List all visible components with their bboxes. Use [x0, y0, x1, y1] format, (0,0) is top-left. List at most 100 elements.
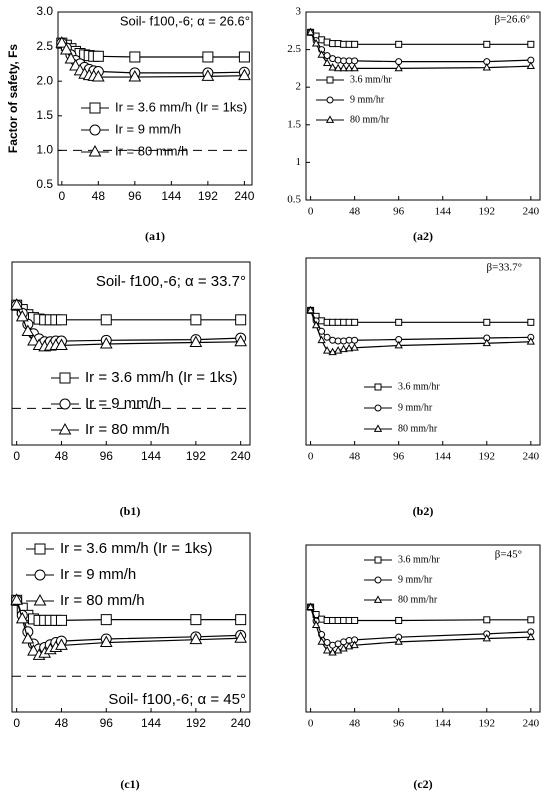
marker-triangle — [10, 593, 24, 605]
x-tick-label: 144 — [434, 206, 451, 218]
x-tick-label: 96 — [393, 206, 405, 218]
marker-square — [235, 314, 247, 326]
marker-square — [55, 314, 67, 326]
marker-circle — [59, 398, 71, 410]
caption: (c2) — [413, 777, 432, 791]
x-tick-label: 192 — [186, 449, 206, 463]
caption: (c1) — [120, 777, 139, 791]
marker-square — [235, 614, 247, 626]
marker-square — [202, 51, 214, 63]
marker-triangle — [317, 637, 326, 645]
caption: (b1) — [120, 504, 141, 518]
marker-square — [100, 314, 112, 326]
x-tick-label: 192 — [479, 718, 496, 730]
y-axis-label: Factor of safety, Fs — [6, 44, 20, 153]
x-tick-label: 96 — [393, 451, 405, 463]
marker-triangle — [317, 50, 326, 58]
panel: 0 48 96 144 192 240 0.5 1 1.5 2 2.5 3 β=26.6° (a2) 3.6… — [287, 6, 541, 243]
x-tick-label: 48 — [55, 449, 69, 463]
marker-square — [483, 318, 491, 326]
marker-circle — [34, 569, 46, 581]
x-tick-label: 48 — [349, 718, 361, 730]
marker-triangle — [21, 324, 35, 337]
x-tick-label: 96 — [128, 189, 142, 203]
legend-label: 9 mm/hr — [398, 574, 433, 585]
marker-triangle — [27, 334, 40, 346]
marker-triangle — [322, 346, 332, 354]
y-tick-label: 1.0 — [36, 143, 53, 157]
marker-square — [34, 543, 46, 555]
marker-square — [483, 40, 491, 48]
x-tick-label: 96 — [100, 449, 114, 463]
x-tick-label: 192 — [186, 716, 206, 730]
marker-triangle — [64, 52, 78, 64]
marker-square — [100, 614, 112, 626]
marker-triangle — [99, 635, 113, 648]
marker-triangle — [350, 640, 359, 649]
marker-triangle — [60, 43, 73, 55]
marker-square — [351, 616, 359, 624]
marker-circle — [326, 96, 334, 104]
plot-frame — [57, 11, 253, 186]
marker-triangle — [10, 298, 24, 310]
plot-frame — [305, 257, 541, 446]
marker-triangle — [526, 632, 535, 641]
marker-triangle — [128, 70, 142, 82]
x-tick-label: 144 — [434, 718, 451, 730]
marker-triangle — [15, 309, 29, 322]
marker-triangle — [317, 335, 326, 344]
marker-triangle — [333, 63, 343, 72]
legend-label: 9 mm/hr — [398, 402, 433, 413]
marker-circle — [374, 576, 382, 584]
chart-title: β=45° — [495, 549, 522, 561]
marker-triangle — [88, 144, 102, 157]
caption: (b2) — [413, 504, 434, 518]
x-tick-label: 240 — [523, 718, 540, 730]
marker-triangle — [58, 422, 72, 435]
marker-square — [483, 616, 491, 624]
marker-circle — [323, 333, 331, 341]
legend-label: 3.6 mm/hr — [398, 554, 440, 565]
marker-square — [89, 102, 101, 114]
marker-triangle — [339, 63, 348, 72]
marker-triangle — [55, 36, 69, 48]
y-tick-label: 1.5 — [287, 118, 301, 130]
marker-triangle — [344, 641, 354, 650]
legend-label: Ir = 9 mm/h — [115, 121, 181, 136]
marker-triangle — [333, 645, 343, 654]
marker-circle — [395, 58, 403, 66]
marker-square — [527, 40, 535, 48]
caption: (a1) — [145, 229, 165, 243]
marker-triangle — [526, 61, 535, 70]
marker-triangle — [328, 647, 337, 656]
chart-title: Soil- f100,-6; α = 45° — [108, 691, 246, 708]
marker-triangle — [339, 643, 348, 652]
marker-circle — [374, 404, 382, 412]
chart-title: Soil- f100,-6; α = 33.7° — [96, 273, 246, 290]
legend-label: Ir = 80 mm/h — [115, 143, 188, 158]
legend-label: Ir = 9 mm/h — [85, 395, 161, 412]
y-tick-label: 2 — [296, 81, 302, 93]
x-tick-label: 0 — [13, 716, 20, 730]
marker-triangle — [394, 637, 403, 645]
y-tick-label: 3 — [296, 6, 302, 18]
marker-triangle — [201, 69, 215, 81]
x-tick-label: 48 — [349, 206, 361, 218]
marker-triangle — [91, 70, 105, 82]
x-tick-label: 144 — [141, 716, 161, 730]
y-tick-label: 0.5 — [36, 177, 53, 191]
marker-triangle — [33, 593, 47, 606]
x-tick-label: 48 — [92, 189, 106, 203]
x-tick-label: 192 — [198, 189, 218, 203]
plot-frame — [11, 261, 251, 446]
y-tick-label: 0.5 — [287, 194, 301, 206]
marker-square — [190, 314, 202, 326]
marker-triangle — [339, 344, 348, 353]
x-tick-label: 0 — [308, 451, 314, 463]
marker-circle — [89, 124, 101, 136]
marker-circle — [351, 57, 359, 65]
x-tick-label: 96 — [100, 716, 114, 730]
x-tick-label: 0 — [58, 189, 65, 203]
marker-triangle — [306, 27, 315, 36]
